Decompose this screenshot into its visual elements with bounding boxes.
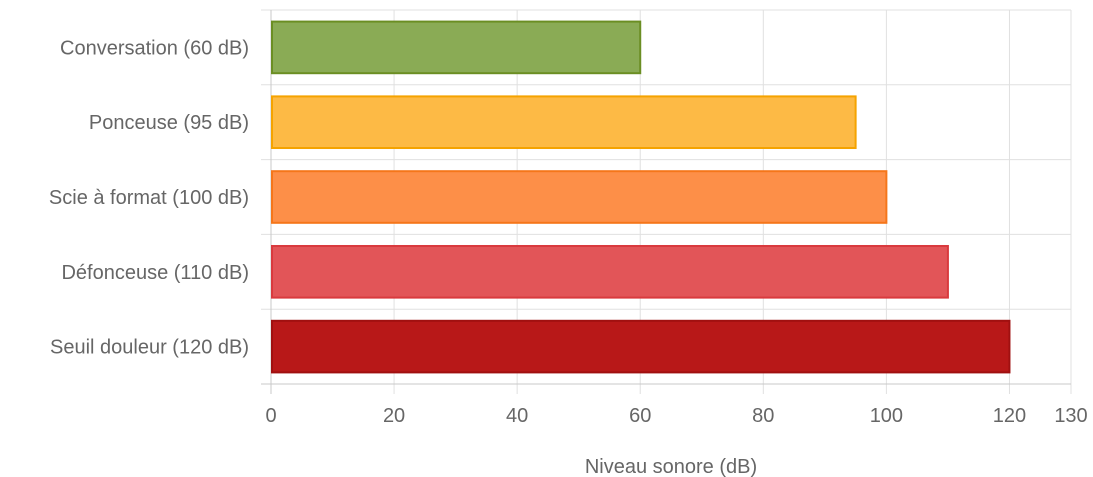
x-tick-label: 100	[870, 405, 903, 427]
category-label: Ponceuse (95 dB)	[89, 112, 249, 134]
x-tick-label: 60	[629, 405, 651, 427]
x-tick-label: 0	[265, 405, 276, 427]
x-tick-label: 130	[1054, 405, 1087, 427]
x-tick-label: 40	[506, 405, 528, 427]
x-tick-label: 120	[993, 405, 1026, 427]
category-label: Scie à format (100 dB)	[49, 187, 249, 209]
bar[interactable]	[271, 319, 1011, 374]
bar[interactable]	[271, 244, 949, 299]
category-labels: Conversation (60 dB) Ponceuse (95 dB) Scie…	[49, 37, 249, 358]
x-tick-labels: 0 20 40 60 80 100 120 130	[265, 405, 1087, 427]
x-axis-title: Niveau sonore (dB)	[585, 456, 757, 477]
bar[interactable]	[271, 170, 888, 224]
category-label: Défonceuse (110 dB)	[61, 262, 249, 284]
x-tick-label: 80	[752, 405, 774, 427]
category-label: Seuil douleur (120 dB)	[50, 337, 249, 359]
category-label: Conversation (60 dB)	[60, 37, 249, 59]
bar[interactable]	[271, 20, 642, 75]
bars-group	[271, 20, 1011, 374]
x-tick-label: 20	[383, 405, 405, 427]
bar[interactable]	[271, 95, 857, 150]
